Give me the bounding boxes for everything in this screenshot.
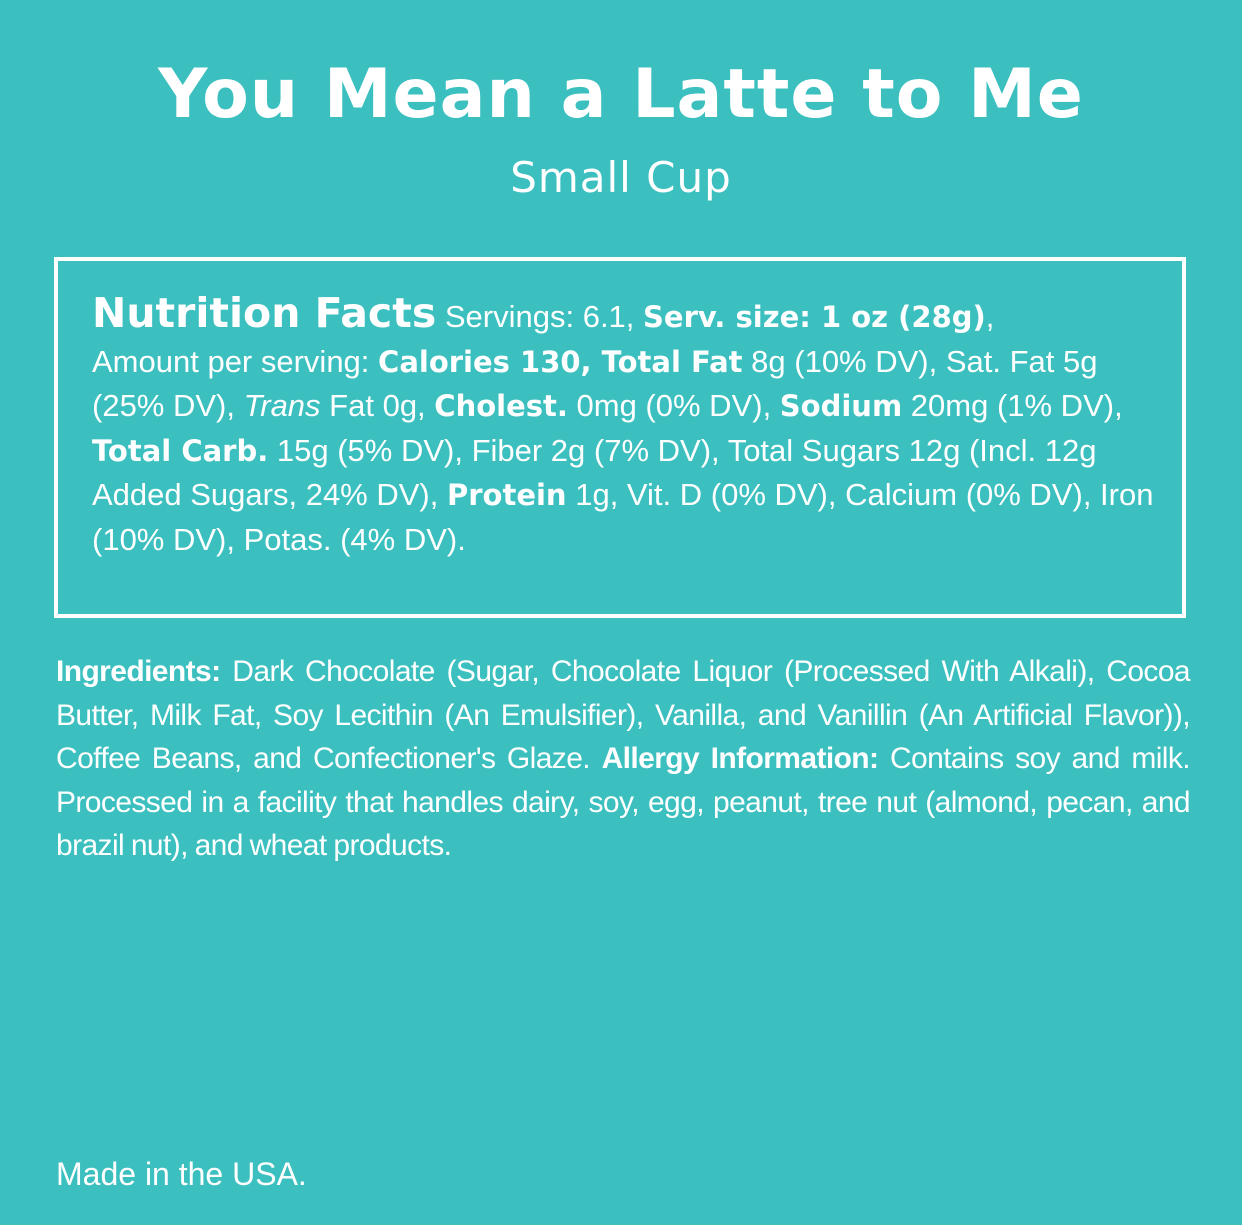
nutrition-facts-heading: Nutrition Facts — [92, 289, 437, 337]
total-fat-value: 8g (10% DV), Sat. Fat 5g (25% DV), — [92, 343, 1098, 424]
separator-comma: , — [985, 299, 995, 334]
total-carb-value: 15g (5% DV), Fiber 2g (7% DV), Total Sug… — [92, 432, 1097, 513]
nutrition-facts-text: Nutrition Facts Servings: 6.1, Serv. siz… — [92, 291, 1162, 562]
nutrition-facts-box: Nutrition Facts Servings: 6.1, Serv. siz… — [54, 257, 1186, 618]
total-fat-label: Total Fat — [601, 344, 743, 379]
allergy-text: Contains soy and milk. Processed in a fa… — [56, 742, 1191, 862]
ingredients-label: Ingredients: — [56, 655, 221, 688]
cholesterol-label: Cholest. — [434, 389, 568, 423]
trans-fat-value: Fat 0g, — [320, 388, 435, 423]
sodium-label: Sodium — [779, 389, 903, 423]
amount-per-serving-label: Amount per serving: — [92, 343, 379, 379]
total-carb-label: Total Carb. — [92, 433, 269, 468]
product-title: You Mean a Latte to Me — [158, 55, 1084, 134]
product-subtitle: Small Cup — [510, 153, 732, 202]
trans-fat-label: Trans — [243, 388, 321, 423]
ingredients-text: Dark Chocolate (Sugar, Chocolate Liquor … — [56, 655, 1191, 775]
servings-text: Servings: 6.1, — [436, 299, 644, 334]
protein-label: Protein — [446, 478, 567, 512]
ingredients-block: Ingredients: Dark Chocolate (Sugar, Choc… — [56, 650, 1191, 868]
serving-size: Serv. size: 1 oz (28g) — [643, 300, 986, 334]
cholesterol-value: 0mg (0% DV), — [567, 388, 780, 423]
sodium-value: 20mg (1% DV), — [902, 388, 1123, 423]
protein-value: 1g, Vit. D (0% DV), Calcium (0% DV), Iro… — [92, 477, 1154, 557]
allergy-label: Allergy Information: — [601, 742, 879, 775]
made-in-usa: Made in the USA. — [56, 1156, 307, 1192]
calories: Calories 130, — [378, 344, 602, 379]
